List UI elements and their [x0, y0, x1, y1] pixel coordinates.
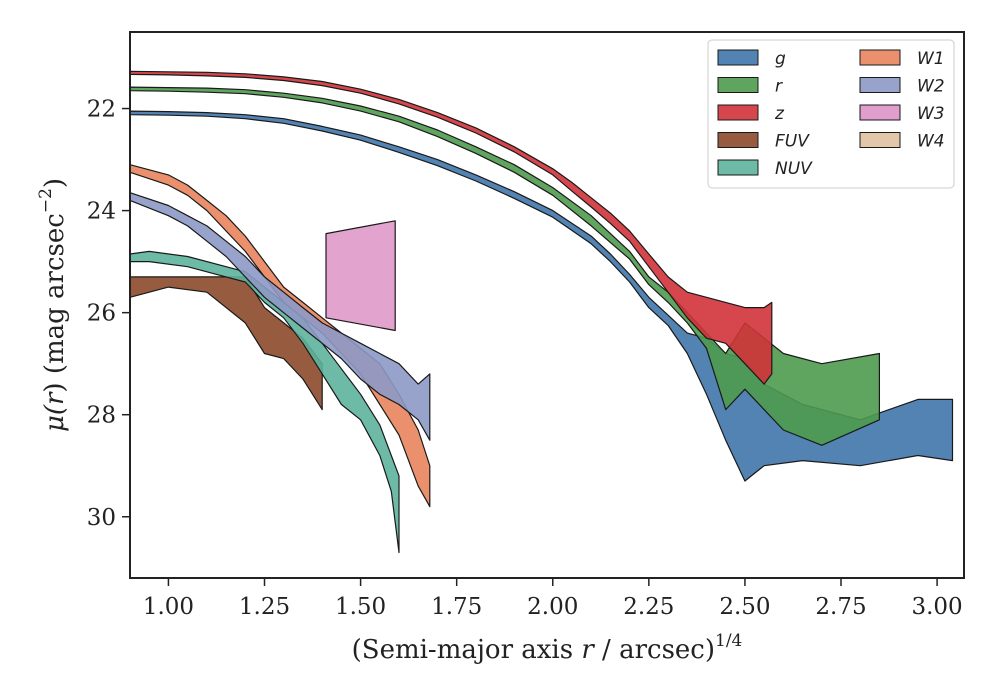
plot-frame	[129, 31, 965, 579]
y-tick-label: 30	[87, 505, 116, 531]
legend-label-w4: W4	[917, 132, 945, 152]
legend-swatch-w1	[859, 49, 901, 66]
legend-swatch-w4	[859, 132, 901, 148]
x-tick-label: 2.50	[719, 594, 770, 620]
y-tick-label: 24	[87, 199, 116, 225]
x-tick-label: 1.50	[335, 594, 386, 620]
x-tick-label: 3.00	[911, 594, 962, 620]
x-tick-label: 1.25	[239, 594, 290, 620]
legend-swatch-w2	[859, 77, 901, 93]
x-ticks: 1.00 1.25 1.50 1.75 2.00 2.25 2.50 2.75 3.00	[143, 578, 963, 620]
y-ticks: 22 24 26 28 30	[87, 97, 130, 531]
legend-label-w2: W2	[917, 77, 945, 97]
band-w3	[325, 220, 396, 332]
x-tick-label: 2.25	[623, 594, 674, 620]
band-w1	[129, 164, 431, 508]
x-tick-label: 1.00	[143, 594, 194, 620]
y-tick-label: 22	[87, 97, 116, 123]
y-tick-label: 28	[87, 403, 116, 429]
x-tick-label: 2.75	[815, 594, 866, 620]
legend: grz FUV NUV W1 W2 W3 W4	[707, 39, 955, 189]
legend-label-w3: W3	[917, 104, 945, 124]
legend-swatch-z	[717, 104, 759, 121]
y-tick-label: 26	[87, 301, 116, 327]
legend-swatch-w3	[859, 104, 901, 121]
legend-label-z: z	[774, 104, 785, 124]
legend-label-g: g	[775, 49, 786, 69]
legend-swatch-r	[717, 77, 759, 93]
y-axis-label: μ(r) (mag arcsec−2)	[36, 178, 70, 432]
legend-swatch-fuv	[717, 132, 759, 148]
legend-swatch-g	[717, 49, 759, 66]
bands	[129, 70, 954, 554]
legend-swatch-nuv	[717, 159, 759, 176]
band-r	[129, 86, 881, 446]
band-w2	[129, 192, 431, 441]
legend-label-nuv: NUV	[775, 159, 813, 179]
x-axis-label: (Semi-major axis r / arcsec)1/4	[352, 631, 743, 665]
band-z	[129, 70, 773, 385]
legend-label-fuv: FUV	[775, 132, 810, 152]
legend-label-r: r	[775, 77, 783, 97]
x-tick-label: 1.75	[431, 594, 482, 620]
x-tick-label: 2.00	[527, 594, 578, 620]
legend-label-w1: W1	[917, 49, 945, 69]
